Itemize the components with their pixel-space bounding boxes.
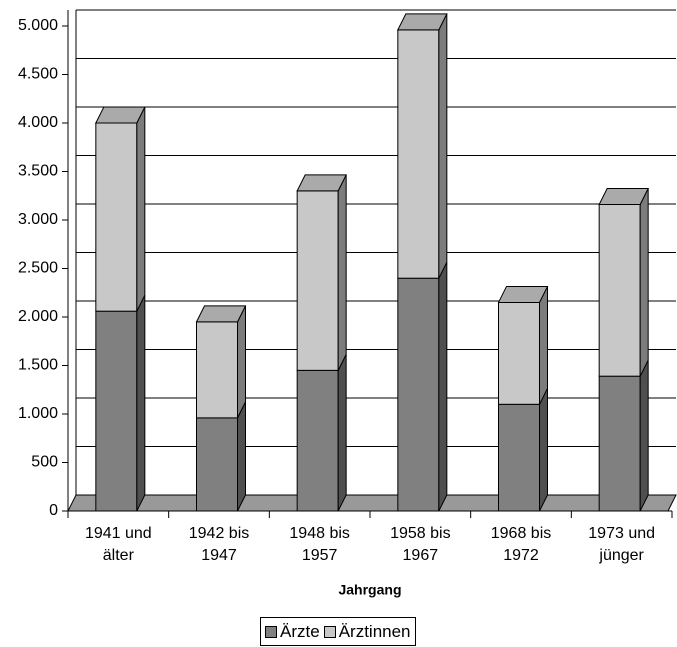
bar-segment [397,277,440,512]
bar-segment [296,190,339,371]
bar-side [337,174,347,371]
bar-side [337,354,347,512]
bar-side [539,286,548,405]
bar-top [397,13,448,31]
y-tick-label: 2.500 [18,260,58,277]
bar-side [237,305,246,419]
legend-item: Ärzte [265,622,320,642]
bar-segment [196,417,238,512]
bar-segment [598,203,641,377]
bar-side [237,401,246,512]
legend-item: Ärztinnen [323,621,411,642]
y-tick-label: 0 [49,502,58,519]
y-tick-label: 1.500 [18,357,58,374]
bar-top [497,285,549,303]
x-tick-label: 1942 bis 1947 [188,525,250,564]
x-tick-label: 1948 bis 1957 [289,525,350,564]
bar-side [639,359,649,512]
bar-segment [598,375,641,512]
bar-side [438,13,448,279]
y-tick-label: 5.000 [18,17,58,34]
legend-swatch [265,625,277,638]
bar-side [539,388,548,512]
bar-segment [196,321,238,419]
bar-top [95,106,146,124]
bar-segment [95,310,138,512]
bar-side [639,188,649,377]
y-tick-label: 500 [31,454,58,471]
legend-swatch [323,625,336,638]
y-tick-label: 4.000 [18,114,58,131]
bar-top [296,174,347,192]
y-tick-label: 2.000 [18,308,58,325]
bar-top [598,187,649,205]
legend: Ärzte Ärztinnen [260,617,416,646]
x-tick-label: 1958 bis 1967 [390,525,451,564]
floor [67,494,677,512]
x-tick-label: 1941 und älter [84,525,152,564]
x-axis-title: Jahrgang [338,582,401,598]
x-tick-label: 1968 bis 1972 [490,525,552,564]
bar-side [136,294,146,512]
y-tick-label: 3.500 [18,163,58,180]
bar-segment [498,403,540,512]
bar-segment [296,369,339,512]
y-tick-label: 4.500 [18,66,58,83]
legend-label: Ärztinnen [338,621,411,641]
legend-label: Ärzte [280,621,320,641]
bar-top [195,305,247,323]
bar-segment [397,29,440,279]
bar-segment [498,301,540,405]
bar-segment [95,122,138,312]
y-tick-label: 1.000 [18,405,58,422]
bar-side [136,106,146,312]
y-tick-label: 3.000 [18,211,58,228]
x-tick-label: 1973 und jünger [588,525,656,564]
bar-side [438,261,448,512]
